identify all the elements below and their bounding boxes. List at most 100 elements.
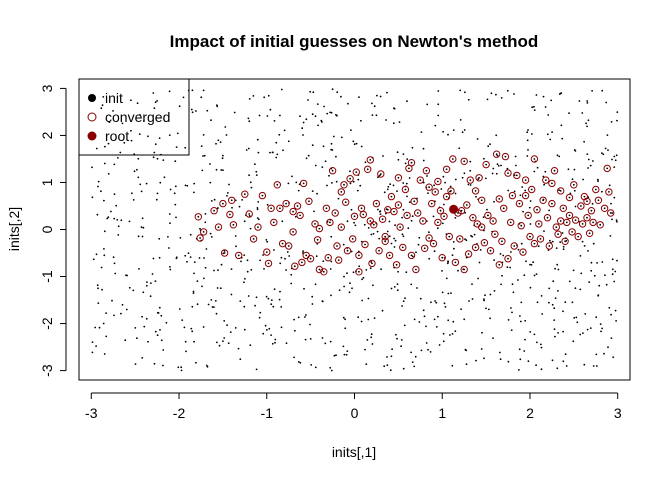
converged-point-center [316,238,319,241]
init-point [169,268,172,271]
init-point [275,156,278,159]
init-point [525,260,527,263]
init-point [605,283,608,286]
init-point [610,313,612,316]
init-point [386,364,389,367]
init-point [233,111,236,114]
init-point [366,339,369,341]
init-point [557,268,560,271]
init-point [350,208,353,211]
init-point [335,180,338,183]
init-point [285,269,287,271]
converged-point-center [419,179,422,182]
init-point [321,166,324,169]
converged-point-center [369,220,372,222]
init-point [469,169,472,172]
init-point [506,89,509,92]
converged-point [451,258,460,267]
converged-point [460,157,468,166]
converged-point [326,218,334,227]
converged-point-center [344,201,347,204]
init-point [558,155,561,158]
init-point [390,287,393,290]
init-point [264,324,267,327]
converged-point-center [551,182,553,185]
init-point [595,353,598,356]
init-point [285,342,288,345]
init-point [329,366,332,369]
init-point [437,315,439,318]
init-point [411,215,414,218]
init-point [425,325,427,328]
init-point [268,327,271,330]
y-tick-label: 2 [39,131,55,139]
init-point [437,90,440,92]
init-point [217,269,219,271]
init-point [257,151,260,154]
converged-point-center [533,158,536,160]
converged-point-center [507,172,509,175]
init-point [181,319,184,321]
init-point [392,184,395,187]
init-point [270,299,273,301]
init-point [178,105,181,108]
converged-point-center [386,208,389,211]
init-point [403,324,406,327]
init-point [440,188,443,190]
init-point [438,344,441,346]
converged-point-center [379,173,382,175]
init-point [255,296,258,299]
init-point [223,320,226,322]
init-point [134,363,137,365]
init-point [611,218,613,221]
init-point [199,227,201,230]
converged-point [471,187,480,195]
converged-point [449,155,457,163]
init-point [558,93,561,95]
converged-point-center [574,219,577,222]
converged-point [434,177,442,186]
converged-point [603,164,611,173]
init-point [270,303,273,306]
converged-point-center [533,242,536,245]
init-point [457,269,459,272]
init-point [301,127,304,130]
init-point [139,114,141,116]
converged-point [235,251,243,260]
converged-point-center [331,169,334,172]
init-point [507,360,510,363]
converged-point [571,216,580,224]
init-point [553,328,556,330]
init-point [136,337,138,340]
init-point [234,235,237,237]
init-point [523,350,526,352]
converged-point-center [404,188,407,191]
converged-point-center [413,200,416,203]
init-point [591,90,593,92]
init-point [602,153,605,156]
init-point [459,119,462,121]
init-point [502,254,505,257]
converged-point-center [608,191,610,193]
converged-point-center [261,194,264,197]
init-point [311,295,314,298]
init-point [316,192,318,195]
init-point [213,306,215,308]
init-point [592,365,595,367]
init-point [125,274,127,277]
converged-point [407,159,416,167]
init-point [497,165,500,167]
init-point [279,262,282,265]
converged-point-center [292,210,294,213]
init-point [365,363,368,366]
init-point [352,140,355,143]
init-point [100,190,102,193]
converged-point [469,214,477,222]
converged-point-center [334,212,337,214]
converged-point [377,170,385,178]
init-point [316,103,319,105]
init-point [206,109,209,112]
init-point [405,182,408,185]
init-point [101,288,103,291]
converged-point [311,220,319,228]
